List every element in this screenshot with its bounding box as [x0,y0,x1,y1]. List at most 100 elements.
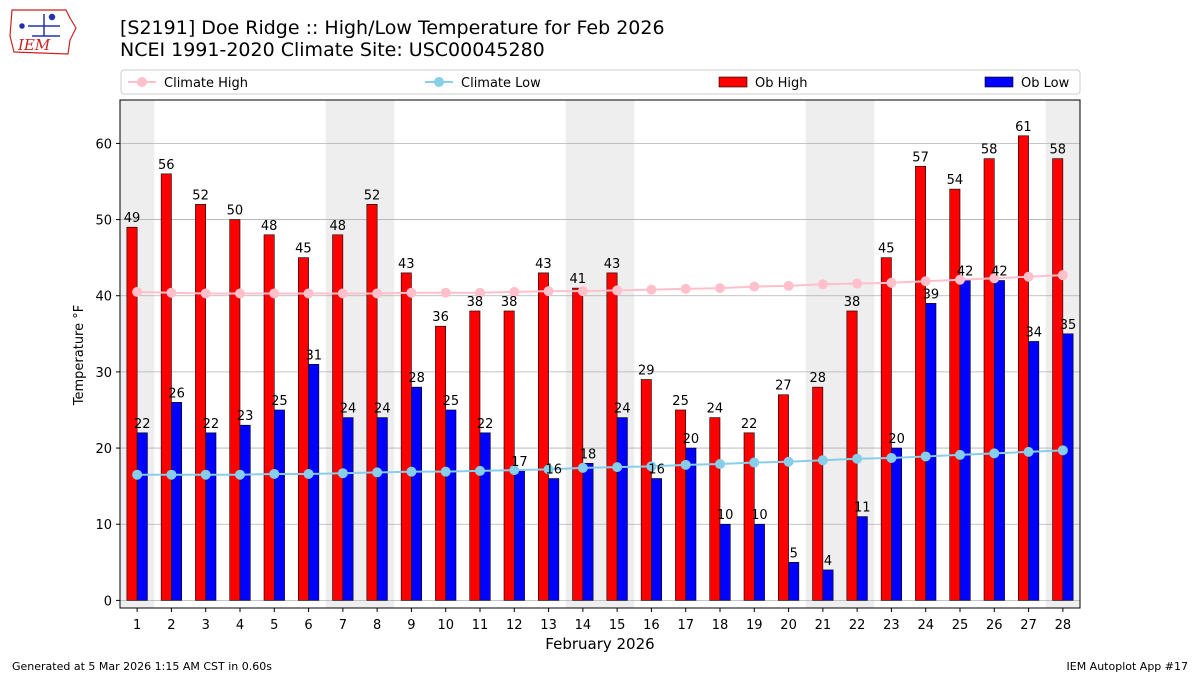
x-tick-label-27: 27 [1020,618,1037,633]
ob-low-bar-27 [1028,341,1040,601]
ob-low-bar-1 [136,432,148,601]
climate-high-point-9 [406,287,417,298]
ob-low-bar-18 [719,523,731,601]
climate-high-point-17 [680,283,691,294]
climate-high-point-1 [132,286,143,297]
climate-high-point-24 [920,276,931,287]
ob-high-bar-28 [1052,158,1064,601]
climate-low-point-15 [612,462,623,473]
generated-timestamp: Generated at 5 Mar 2026 1:15 AM CST in 0… [12,660,272,673]
climate-low-point-24 [920,451,931,462]
ob-low-bar-7 [342,417,354,601]
ob-low-bar-21 [822,569,834,601]
ob-high-bar-13 [537,272,549,601]
climate-low-point-16 [646,461,657,472]
ob-high-bar-11 [469,310,481,601]
ob-low-label-21: 4 [824,554,832,569]
y-axis-label: Temperature °F [72,305,87,406]
x-tick-label-26: 26 [986,618,1003,633]
x-tick-label-22: 22 [849,618,866,633]
ob-low-label-6: 31 [305,348,322,363]
ob-low-bar-23 [891,447,903,601]
ob-high-bar-3 [195,204,207,601]
ob-low-bar-15 [616,417,628,601]
ob-low-bar-4 [239,424,251,601]
climate-high-point-26 [989,273,1000,284]
bars [126,135,1074,601]
climate-high-point-11 [475,287,485,298]
y-tick-label-50: 50 [95,214,112,229]
climate-low-line [137,449,1063,476]
x-tick-label-15: 15 [609,618,626,633]
x-tick-label-16: 16 [643,618,660,633]
climate-high-point-4 [235,288,245,299]
ob-low-label-1: 22 [134,417,151,432]
ob-high-bar-4 [229,219,241,601]
ob-high-bar-9 [400,272,412,601]
x-tick-label-12: 12 [506,618,523,633]
x-tick-label-19: 19 [746,618,763,633]
climate-high-point-28 [1057,270,1068,281]
ob-high-label-5: 48 [261,219,278,234]
ob-high-bar-25 [949,188,961,601]
x-tick-label-17: 17 [677,618,694,633]
climate-high-point-2 [166,287,177,298]
climate-low-point-9 [406,466,417,477]
ob-low-label-28: 35 [1060,318,1077,333]
legend-climate-high-label: Climate High [164,76,248,91]
ob-low-label-24: 39 [923,287,940,302]
y-tick-label-30: 30 [95,366,112,381]
climate-low-point-2 [166,469,177,480]
climate-high-point-15 [612,285,623,296]
ob-high-label-26: 58 [981,143,998,158]
ob-low-bar-17 [685,447,697,601]
climate-low-point-1 [132,469,143,480]
ob-high-label-4: 50 [227,204,244,219]
ob-low-label-23: 20 [888,432,905,447]
y-tick-label-40: 40 [95,290,112,305]
ob-low-label-18: 10 [717,508,734,523]
ob-high-label-25: 54 [947,173,964,188]
climate-high-point-27 [1023,271,1034,282]
climate-low-point-20 [783,456,794,467]
ob-low-label-19: 10 [751,508,768,523]
ob-high-bar-16 [640,379,652,601]
ob-high-label-7: 48 [329,219,346,234]
climate-low-point-26 [989,448,1000,459]
climate-high-point-6 [303,288,314,299]
ob-low-label-13: 16 [545,463,562,478]
ob-high-label-3: 52 [192,188,209,203]
app-credit: IEM Autoplot App #17 [1066,660,1189,673]
climate-high-point-12 [509,286,520,297]
climate-low-point-25 [955,449,965,460]
y-tick-label-10: 10 [95,518,112,533]
ob-high-bar-10 [435,325,447,601]
climate-low-point-22 [852,453,863,464]
iowa-state-outline [9,9,77,55]
climate-high-point-5 [269,288,280,299]
climate-low-point-10 [440,466,451,477]
ob-high-label-28: 58 [1049,143,1066,158]
ob-low-bar-9 [411,386,423,601]
ob-low-label-4: 23 [237,409,254,424]
climate-low-point-12 [509,465,520,476]
ob-high-label-16: 29 [638,364,655,379]
ob-high-label-27: 61 [1015,120,1032,135]
ob-low-label-25: 42 [957,265,974,280]
ob-low-label-26: 42 [991,265,1008,280]
climate-high-point-7 [337,288,348,299]
x-tick-label-6: 6 [304,618,312,633]
legend-ob-high-swatch [718,76,748,88]
climate-low-point-6 [303,468,314,479]
ob-low-label-12: 17 [511,455,528,470]
ob-high-label-2: 56 [158,158,175,173]
climate-low-point-4 [235,469,245,480]
x-tick-label-18: 18 [712,618,729,633]
ob-low-bar-13 [548,478,560,601]
climate-high-point-22 [852,278,863,289]
climate-high-point-21 [817,279,828,290]
x-tick-label-13: 13 [540,618,557,633]
x-tick-label-21: 21 [815,618,832,633]
ob-low-label-15: 24 [614,402,631,417]
